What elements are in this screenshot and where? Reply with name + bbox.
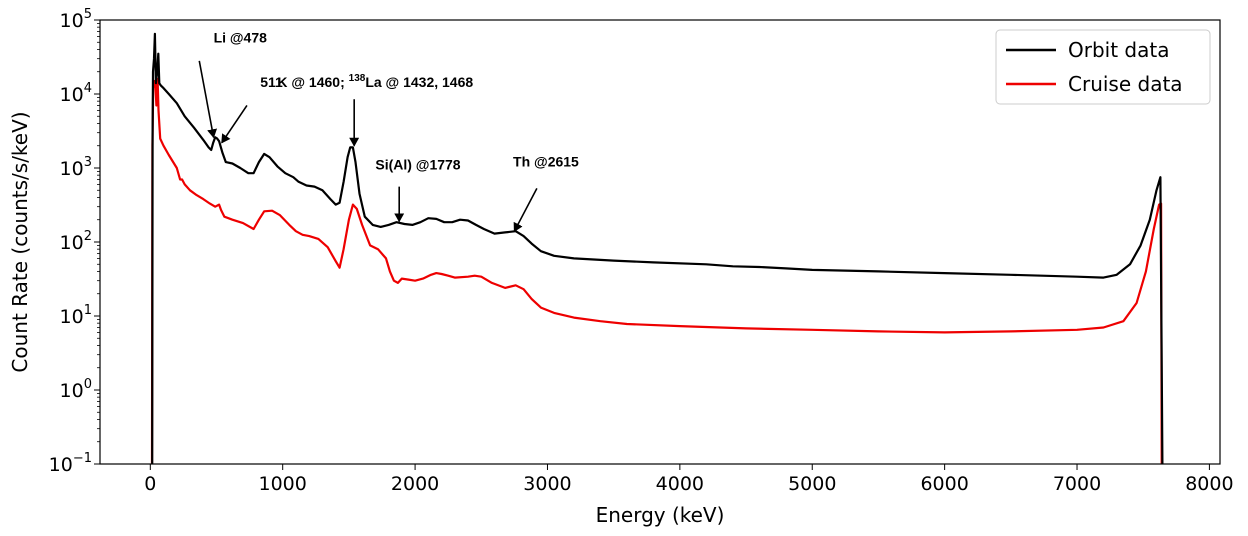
annotation-label-li: Li @478 — [214, 29, 268, 45]
annotation-arrow-li — [198, 60, 218, 139]
legend-label-orbit: Orbit data — [1068, 38, 1169, 62]
y-tick-label: 105 — [60, 7, 92, 32]
y-tick-label: 103 — [60, 155, 92, 180]
annotation-arrow-th — [513, 188, 538, 233]
x-tick-label: 4000 — [656, 473, 704, 495]
annotation-arrow-511 — [221, 105, 248, 144]
y-tick-label: 101 — [60, 303, 92, 328]
x-tick-label: 0 — [144, 473, 156, 495]
series-line-orbit-data — [151, 32, 1164, 464]
annotation-label-511: 511 — [260, 74, 283, 90]
annotation-label-si: Si(Al) @1778 — [375, 157, 460, 173]
x-tick-label: 6000 — [920, 473, 968, 495]
x-tick-label: 7000 — [1053, 473, 1101, 495]
legend-box — [995, 29, 1211, 105]
y-tick-label: 104 — [60, 81, 92, 106]
x-tick-label: 8000 — [1185, 473, 1233, 495]
annotation-label-k: K @ 1460; 138La @ 1432, 1468 — [277, 73, 473, 90]
annotation-label-th: Th @2615 — [513, 153, 579, 169]
legend-label-cruise: Cruise data — [1068, 72, 1183, 96]
y-tick-label: 10−1 — [49, 451, 92, 476]
y-tick-label: 102 — [60, 229, 92, 254]
series-line-cruise-data — [150, 77, 1163, 464]
y-tick-label: 100 — [60, 377, 92, 402]
x-tick-label: 3000 — [523, 473, 571, 495]
x-tick-label: 2000 — [391, 473, 439, 495]
chart-marks: 0 1000 2000 3000 4000 5000 6000 7000 8000 10−1 100… — [49, 7, 1234, 495]
plot-frame — [99, 19, 1221, 465]
x-tick-label: 5000 — [788, 473, 836, 495]
y-axis-label: Count Rate (counts/s/keV) — [8, 111, 32, 372]
legend: Orbit data Cruise data — [995, 29, 1211, 105]
x-tick-label: 1000 — [259, 473, 307, 495]
x-axis-label: Energy (keV) — [596, 503, 725, 527]
